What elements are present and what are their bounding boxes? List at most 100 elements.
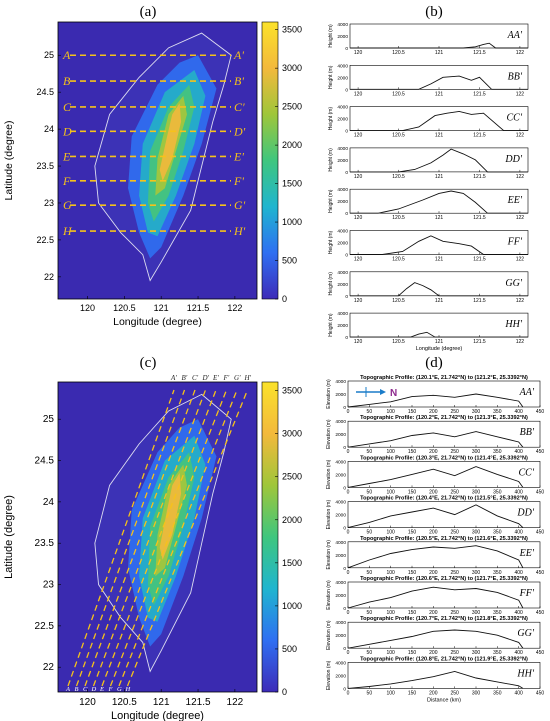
- section-line: [109, 389, 228, 687]
- x-tick-label: 150: [408, 690, 417, 696]
- x-tick-label: 120: [354, 257, 363, 263]
- section-label-left: E: [62, 149, 71, 163]
- y-tick-label: 4000: [337, 311, 348, 317]
- profile-line: [347, 671, 524, 689]
- y-tick-label: 4000: [335, 459, 346, 465]
- x-tick-label: 400: [514, 489, 523, 495]
- x-tick-label: 120.5: [392, 50, 405, 56]
- x-tick-label: 250: [450, 449, 459, 455]
- y-tick-label: 2000: [337, 323, 348, 329]
- section-label-bottom: H: [125, 686, 131, 693]
- profile-5: Topographic Profile: (120.5°E, 21.742°N)…: [326, 536, 544, 576]
- x-tick-label: 120.5: [392, 174, 405, 180]
- profile-8: Topographic Profile: (120.8°E, 21.742°N)…: [326, 656, 544, 696]
- map-c-frame: [57, 381, 258, 693]
- y-tick-label: 4000: [335, 620, 346, 626]
- y-tick-label: 4000: [337, 270, 348, 276]
- x-tick-label: 200: [429, 449, 438, 455]
- y-tick-label: 0: [343, 646, 346, 652]
- profile-frame: [349, 312, 529, 338]
- profile-subtitle: Topographic Profile: (120.7°E, 21.742°N)…: [360, 616, 528, 622]
- x-tick-label: 350: [493, 610, 502, 616]
- x-tick-label: 200: [429, 409, 438, 415]
- y-tick-label: 4000: [335, 660, 346, 666]
- map-a: A A' B B' C C' D D' E E' F F' G G' H H' 120 120.5 121 121.5…: [3, 21, 258, 328]
- section-label-top: E': [212, 374, 219, 382]
- profile-3: 0 2000 4000 120 120.5 121 121.5 122 CC' Height (m…: [328, 105, 529, 139]
- panel-label-a: (a): [140, 4, 157, 20]
- panel-label-b: (b): [425, 4, 443, 20]
- y-tick-label: 0: [345, 335, 348, 341]
- profile-7: Topographic Profile: (120.7°E, 21.742°N)…: [326, 616, 544, 656]
- profile-name: BB': [520, 427, 535, 438]
- y-tick-label: 25: [43, 414, 55, 425]
- map-a-frame: [57, 21, 258, 300]
- y-tick-label: 0: [343, 485, 346, 491]
- y-tick-label: 4000: [337, 229, 348, 235]
- y-tick-label: 4000: [335, 379, 346, 385]
- y-tick-label: 0: [345, 211, 348, 217]
- section-line: [75, 389, 186, 687]
- y-tick-label: 2000: [335, 593, 346, 599]
- section-label-bottom: D: [91, 686, 97, 693]
- colorbar-tick-label: 3500: [282, 386, 302, 396]
- profile-frame: [349, 147, 529, 173]
- x-tick-label: 122: [516, 257, 525, 263]
- y-axis-label: Height (m): [328, 230, 334, 254]
- x-tick-label: 122: [516, 339, 525, 345]
- x-tick-label: 100: [386, 690, 395, 696]
- x-tick-label: 0: [347, 449, 350, 455]
- x-tick-label: 400: [514, 530, 523, 536]
- y-tick-label: 4000: [335, 500, 346, 506]
- x-tick-label: 121.5: [473, 339, 486, 345]
- x-tick-label: 450: [536, 409, 545, 415]
- y-tick-label: 0: [343, 405, 346, 411]
- profile-3: Topographic Profile: (120.3°E, 21.742°N)…: [326, 455, 544, 495]
- section-line: [84, 389, 196, 687]
- y-tick-label: 2000: [335, 513, 346, 519]
- north-label: N: [390, 388, 397, 399]
- x-tick-label: 120: [354, 50, 363, 56]
- x-axis-label: Longitude (degree): [416, 346, 463, 352]
- colorbar-gradient: [261, 381, 279, 693]
- y-axis-label: Elevation (m): [326, 379, 332, 409]
- x-tick-label: 100: [386, 449, 395, 455]
- x-tick-label: 120.5: [392, 91, 405, 97]
- map-c-terrain: [94, 393, 232, 673]
- x-tick-label: 121.5: [473, 215, 486, 221]
- x-tick-label: 121: [435, 174, 444, 180]
- section-label-left: D: [62, 124, 72, 138]
- section-label-top: G': [234, 374, 241, 382]
- section-line: [67, 389, 175, 687]
- section-label-right: D': [233, 124, 246, 138]
- y-tick-label: 2000: [337, 34, 348, 40]
- x-tick-label: 121: [153, 697, 170, 708]
- section-label-left: C: [63, 100, 72, 114]
- x-tick-label: 250: [450, 650, 459, 656]
- x-tick-label: 300: [472, 610, 481, 616]
- section-label-bottom: A: [65, 686, 70, 693]
- section-label-right: G': [234, 198, 246, 212]
- x-tick-label: 450: [536, 610, 545, 616]
- profile-frame: [347, 420, 541, 448]
- section-label-top: C': [192, 374, 199, 382]
- profile-name: FF': [507, 237, 523, 248]
- x-tick-label: 350: [493, 690, 502, 696]
- profile-name: FF': [519, 588, 535, 599]
- profile-subtitle: Topographic Profile: (120.4°E, 21.742°N)…: [360, 496, 528, 502]
- section-label-right: B': [234, 74, 244, 88]
- profile-frame: [347, 541, 541, 569]
- y-tick-label: 0: [343, 606, 346, 612]
- profile-name: BB': [508, 71, 523, 82]
- x-tick-label: 0: [347, 409, 350, 415]
- x-tick-label: 450: [536, 530, 545, 536]
- profile-line: [350, 331, 528, 338]
- profile-line: [347, 466, 524, 488]
- x-tick-label: 200: [429, 610, 438, 616]
- profile-7: 0 2000 4000 120 120.5 121 121.5 122 GG' Height (m…: [328, 270, 529, 304]
- x-tick-label: 350: [493, 570, 502, 576]
- section-label-top: F': [223, 374, 230, 382]
- section-line: [101, 389, 217, 687]
- x-tick-label: 450: [536, 690, 545, 696]
